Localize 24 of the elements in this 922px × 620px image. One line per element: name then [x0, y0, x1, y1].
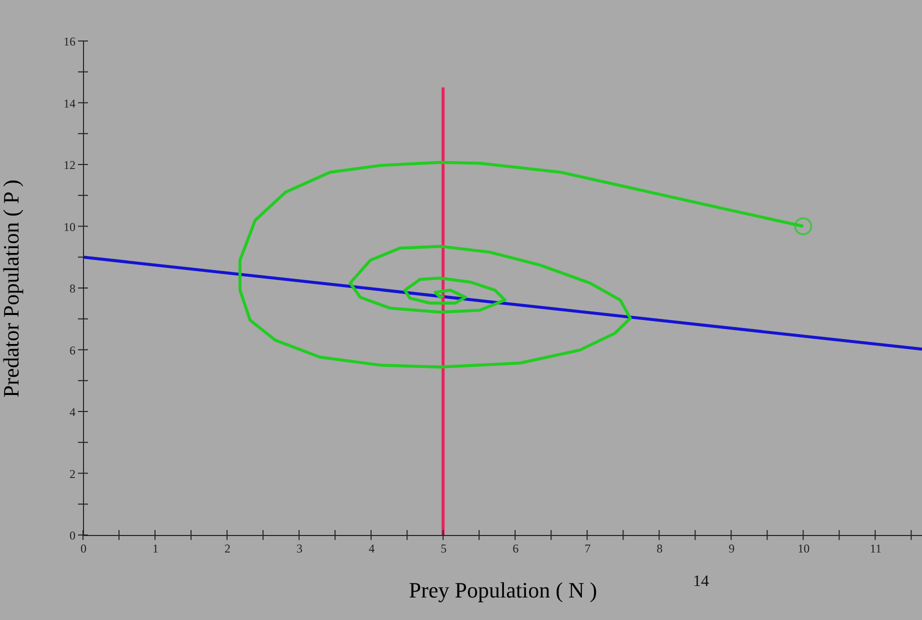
x-tick-label: 3: [296, 542, 303, 556]
x-tick-label: 8: [656, 542, 663, 556]
x-tick-label: 4: [368, 542, 375, 556]
y-tick-label: 8: [70, 282, 76, 296]
x-axis-title: Prey Population ( N ): [408, 578, 598, 602]
x-tick-label: 5: [440, 542, 447, 556]
text: 14: [693, 573, 709, 590]
y-tick-label: 12: [64, 158, 76, 172]
x-tick-label: 0: [80, 542, 86, 556]
x-tick-label: 1: [152, 542, 159, 556]
x-tick-label: 11: [870, 542, 882, 556]
x-tick-label: 6: [512, 542, 519, 556]
y-tick-label: 0: [70, 528, 76, 542]
x-tick-label: 10: [798, 542, 810, 556]
x-tick-label: 9: [728, 542, 735, 556]
y-tick-label: 16: [64, 34, 76, 48]
y-axis-title: Predator Population ( P ): [0, 180, 24, 398]
y-tick-label: 6: [70, 343, 76, 358]
x-tick-label: 7: [584, 542, 591, 556]
y-tick-label: 2: [70, 466, 76, 481]
y-tick-label: 14: [64, 96, 76, 110]
y-tick-label: 4: [70, 405, 76, 419]
x-tick-label: 2: [224, 542, 231, 556]
y-tick-label: 10: [64, 220, 76, 234]
